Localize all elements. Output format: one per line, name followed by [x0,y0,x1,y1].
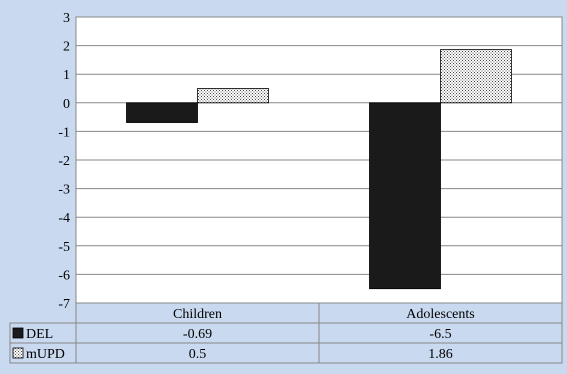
legend-key-del [12,327,24,339]
category-label: Adolescents [406,307,474,322]
y-tick-label: -7 [58,297,70,312]
bar-del-children [126,102,198,123]
y-tick-label: -5 [58,240,70,255]
y-tick-label: -1 [58,125,70,140]
y-tick-label: -2 [58,154,70,169]
data-table: Children Adolescents DEL -0.69 -6.5 mUPD 0.5 1.… [9,302,563,364]
data-label: 0.5 [189,347,207,362]
legend-key-mupd [12,347,24,359]
data-label: -6.5 [429,327,451,342]
y-axis-ticks: 3 2 1 0 -1 -2 -3 -4 -5 -6 -7 [58,11,70,312]
y-tick-label: 0 [63,97,70,112]
y-tick-label: 2 [63,40,70,55]
category-label: Children [173,307,222,322]
data-label: 1.86 [428,347,453,362]
legend-label: mUPD [26,347,65,362]
y-tick-label: 3 [63,11,70,26]
y-tick-label: 1 [63,68,70,83]
y-tick-label: -3 [58,183,70,198]
table-cell [318,342,563,364]
bars [126,49,512,290]
y-tick-label: -6 [58,268,70,283]
y-tick-label: -4 [58,211,70,226]
bar-mupd-children [197,88,269,104]
legend-label: DEL [26,327,53,342]
bar-mupd-adolescents [440,49,512,104]
bar-del-adolescents [369,102,441,290]
data-label: -0.69 [183,327,212,342]
